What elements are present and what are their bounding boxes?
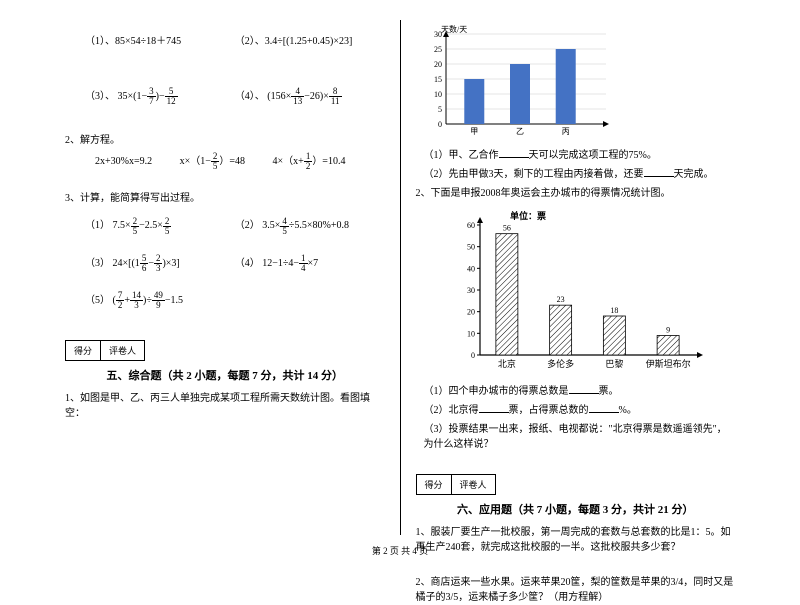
score-box: 得分 评卷人 — [416, 474, 496, 495]
svg-text:10: 10 — [467, 329, 475, 338]
expr: 85×54÷18＋745 — [115, 36, 181, 47]
section-3-title: 3、计算，能简算得写出过程。 — [65, 189, 385, 204]
score-box: 得分 评卷人 — [65, 340, 145, 361]
fraction: 413 — [291, 87, 304, 106]
svg-text:5: 5 — [438, 105, 442, 114]
pre: (156× — [267, 91, 291, 102]
svg-text:多伦多: 多伦多 — [547, 358, 574, 369]
label: （3）、 — [85, 91, 115, 102]
chart1-q2: （2）先由甲做3天，剩下的工程由丙接着做，还要天完成。 — [416, 167, 736, 182]
expr-1-1: （1）、85×54÷18＋745 — [65, 32, 235, 47]
fraction: 37 — [147, 87, 156, 106]
svg-text:0: 0 — [438, 120, 442, 129]
svg-text:50: 50 — [467, 243, 475, 252]
right-column: 天数/天 0 5 10 15 20 25 30 甲 乙 丙 （1）甲、乙合作天可以完成这项工程的75… — [401, 20, 751, 535]
label: （4）、 — [235, 91, 265, 102]
section-6-title: 六、应用题（共 7 小题，每题 3 分，共计 21 分） — [416, 501, 736, 517]
section-2-title: 2、解方程。 — [65, 131, 385, 146]
svg-text:巴黎: 巴黎 — [606, 358, 624, 369]
svg-text:60: 60 — [467, 221, 475, 230]
pre: 35×(1− — [118, 91, 148, 102]
s3-5: （5） (72+143)÷499−1.5 — [65, 291, 385, 310]
s3-1: （1） 7.5×25−2.5×25 — [65, 216, 235, 235]
svg-text:甲: 甲 — [470, 127, 478, 136]
score-label: 得分 — [66, 341, 101, 360]
svg-text:10: 10 — [434, 90, 442, 99]
expr-1-4: （4）、 (156×413−26)×811 — [235, 87, 385, 106]
s3-row3: （5） (72+143)÷499−1.5 — [65, 291, 385, 310]
fraction: 811 — [329, 87, 342, 106]
page-footer: 第 2 页 共 4 页 — [0, 544, 800, 557]
chart2-intro: 2、下面是申报2008年奥运会主办城市的得票情况统计图。 — [416, 186, 736, 201]
label: （2）、 — [235, 36, 265, 47]
blank — [569, 384, 599, 394]
eq1: 2x+30%x=9.2 — [95, 156, 152, 167]
svg-text:30: 30 — [467, 286, 475, 295]
math-row-2: （3）、 35×(1−37)−512 （4）、 (156×413−26)×811 — [65, 87, 385, 106]
eq3: 4×（x+12）=10.4 — [273, 156, 346, 167]
chart2-q3: （3）投票结果一出来，报纸、电视都说："北京得票是数遥遥领先"，为什么这样说？ — [416, 422, 736, 452]
svg-text:40: 40 — [467, 264, 475, 273]
svg-text:9: 9 — [666, 326, 670, 335]
s3-3: （3） 24×[(156−23)×3] — [65, 254, 235, 273]
score-label: 得分 — [417, 475, 452, 494]
grader-label: 评卷人 — [452, 475, 495, 494]
svg-text:伊斯坦布尔: 伊斯坦布尔 — [646, 358, 691, 369]
blank — [499, 148, 529, 158]
s3-row1: （1） 7.5×25−2.5×25 （2） 3.5×45÷5.5×80%+0.8 — [65, 216, 385, 235]
section-5-title: 五、综合题（共 2 小题，每题 7 分，共计 14 分） — [65, 367, 385, 383]
svg-text:56: 56 — [503, 224, 511, 233]
chart1-container: 天数/天 0 5 10 15 20 25 30 甲 乙 丙 — [416, 24, 736, 142]
fraction: 512 — [165, 87, 178, 106]
label: （1）、 — [85, 36, 115, 47]
chart2-container: 单位：票 0 10 20 30 40 50 60 56 北京 23 多伦多 18 巴黎 9 伊斯坦布尔 — [416, 205, 736, 378]
grader-label: 评卷人 — [101, 341, 144, 360]
expr: 3.4÷[(1.25+0.45)×23] — [265, 36, 353, 47]
svg-text:18: 18 — [611, 306, 619, 315]
svg-text:30: 30 — [434, 30, 442, 39]
chart1-q1: （1）甲、乙合作天可以完成这项工程的75%。 — [416, 148, 736, 163]
svg-text:丙: 丙 — [561, 127, 569, 136]
left-column: （1）、85×54÷18＋745 （2）、3.4÷[(1.25+0.45)×23… — [50, 20, 401, 535]
bar-chart-2: 单位：票 0 10 20 30 40 50 60 56 北京 23 多伦多 18 巴黎 9 伊斯坦布尔 — [445, 205, 705, 375]
blank — [589, 403, 619, 413]
svg-text:乙: 乙 — [516, 127, 524, 136]
s3-2: （2） 3.5×45÷5.5×80%+0.8 — [235, 216, 385, 235]
equation-line: 2x+30%x=9.2 x×（1−25）=48 4×（x+12）=10.4 — [65, 152, 385, 171]
svg-text:北京: 北京 — [498, 358, 516, 369]
mid: )− — [156, 91, 165, 102]
math-row-1: （1）、85×54÷18＋745 （2）、3.4÷[(1.25+0.45)×23… — [65, 32, 385, 47]
svg-text:0: 0 — [471, 351, 475, 360]
mid: −26)× — [304, 91, 329, 102]
chart2-q2: （2）北京得票，占得票总数的%。 — [416, 403, 736, 418]
bar-chart-1: 天数/天 0 5 10 15 20 25 30 甲 乙 丙 — [416, 24, 616, 139]
s3-row2: （3） 24×[(156−23)×3] （4） 12−1÷4−14×7 — [65, 254, 385, 273]
svg-text:天数/天: 天数/天 — [441, 24, 467, 34]
expr-1-2: （2）、3.4÷[(1.25+0.45)×23] — [235, 32, 385, 47]
sec6-q2: 2、商店运来一些水果。运来苹果20筐，梨的筐数是苹果的3/4，同时又是橘子的3/… — [416, 575, 736, 605]
sec5-q1: 1、如图是甲、乙、丙三人单独完成某项工程所需天数统计图。看图填空： — [65, 391, 385, 421]
s3-4: （4） 12−1÷4−14×7 — [235, 254, 385, 273]
blank — [644, 167, 674, 177]
svg-text:25: 25 — [434, 45, 442, 54]
svg-text:23: 23 — [557, 295, 565, 304]
svg-text:15: 15 — [434, 75, 442, 84]
svg-text:20: 20 — [434, 60, 442, 69]
page-content: （1）、85×54÷18＋745 （2）、3.4÷[(1.25+0.45)×23… — [50, 20, 750, 535]
svg-text:20: 20 — [467, 308, 475, 317]
eq2: x×（1−25）=48 — [180, 156, 245, 167]
blank — [479, 403, 509, 413]
expr-1-3: （3）、 35×(1−37)−512 — [65, 87, 235, 106]
svg-text:单位：票: 单位：票 — [510, 210, 546, 221]
chart2-q1: （1）四个申办城市的得票总数是票。 — [416, 384, 736, 399]
